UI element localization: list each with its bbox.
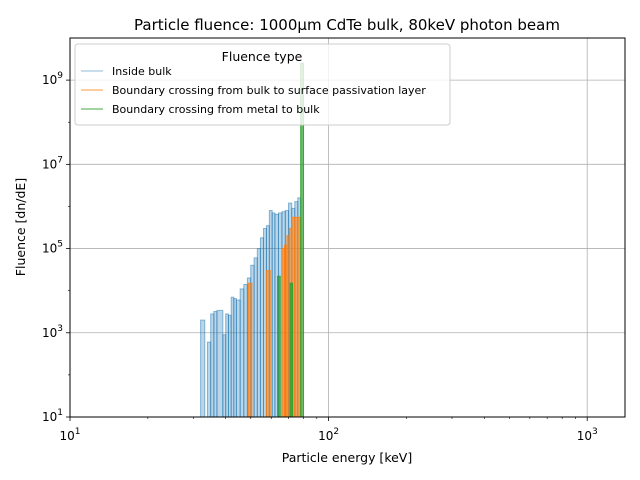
legend-label: Boundary crossing from metal to bulk: [112, 103, 320, 116]
legend-box: [74, 43, 451, 126]
y-axis-label: Fluence [dn/dE]: [13, 178, 28, 276]
x-axis-label: Particle energy [keV]: [282, 450, 412, 465]
legend-label: Boundary crossing from bulk to surface p…: [112, 84, 426, 97]
histogram-bar: [239, 288, 245, 418]
histogram-bar: [277, 275, 281, 418]
legend-label: Inside bulk: [112, 65, 172, 78]
chart-title: Particle fluence: 1000μm CdTe bulk, 80ke…: [134, 16, 560, 34]
legend-title: Fluence type: [222, 49, 303, 64]
legend: Fluence type Inside bulk Boundary crossin…: [74, 43, 451, 126]
histogram-bar: [265, 270, 271, 418]
histogram-bar: [289, 282, 293, 418]
plot-frame: [69, 37, 626, 418]
histogram-bar: [200, 319, 206, 418]
histogram-bar: [243, 284, 248, 418]
legend-entries: Inside bulk Boundary crossing from bulk t…: [81, 65, 426, 116]
histogram-bar: [235, 299, 241, 418]
histogram-bar: [216, 309, 224, 418]
histogram-bar: [247, 282, 253, 418]
